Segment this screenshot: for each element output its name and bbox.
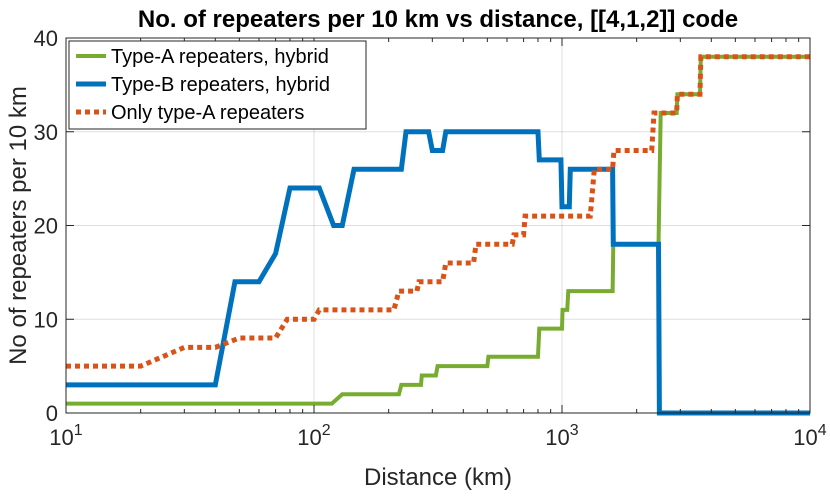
y-axis-title: No of repeaters per 10 km bbox=[5, 86, 32, 365]
y-tick-label: 40 bbox=[34, 26, 58, 51]
y-tick-label: 10 bbox=[34, 307, 58, 332]
x-tick-labels: 101 102 103 104 bbox=[49, 422, 826, 450]
legend-label-2: Type-B repeaters, hybrid bbox=[111, 74, 330, 96]
y-tick-label: 20 bbox=[34, 214, 58, 239]
series-line-3 bbox=[66, 54, 810, 369]
y-tick-label: 0 bbox=[46, 401, 58, 426]
x-tick-label: 101 bbox=[49, 422, 82, 450]
legend: Type-A repeaters, hybrid Type-B repeaters… bbox=[68, 40, 367, 130]
x-tick-label: 102 bbox=[297, 422, 330, 450]
x-tick-label: 103 bbox=[545, 422, 578, 450]
legend-box bbox=[68, 40, 367, 130]
series-layer bbox=[66, 54, 810, 416]
legend-label-1: Type-A repeaters, hybrid bbox=[111, 46, 329, 68]
y-tick-label: 30 bbox=[34, 120, 58, 145]
x-axis-title: Distance (km) bbox=[364, 464, 512, 491]
y-tick-labels: 0 10 20 30 40 bbox=[34, 26, 58, 426]
chart-title: No. of repeaters per 10 km vs distance, … bbox=[138, 6, 738, 33]
legend-label-3: Only type-A repeaters bbox=[111, 102, 304, 124]
x-tick-label: 104 bbox=[793, 422, 826, 450]
